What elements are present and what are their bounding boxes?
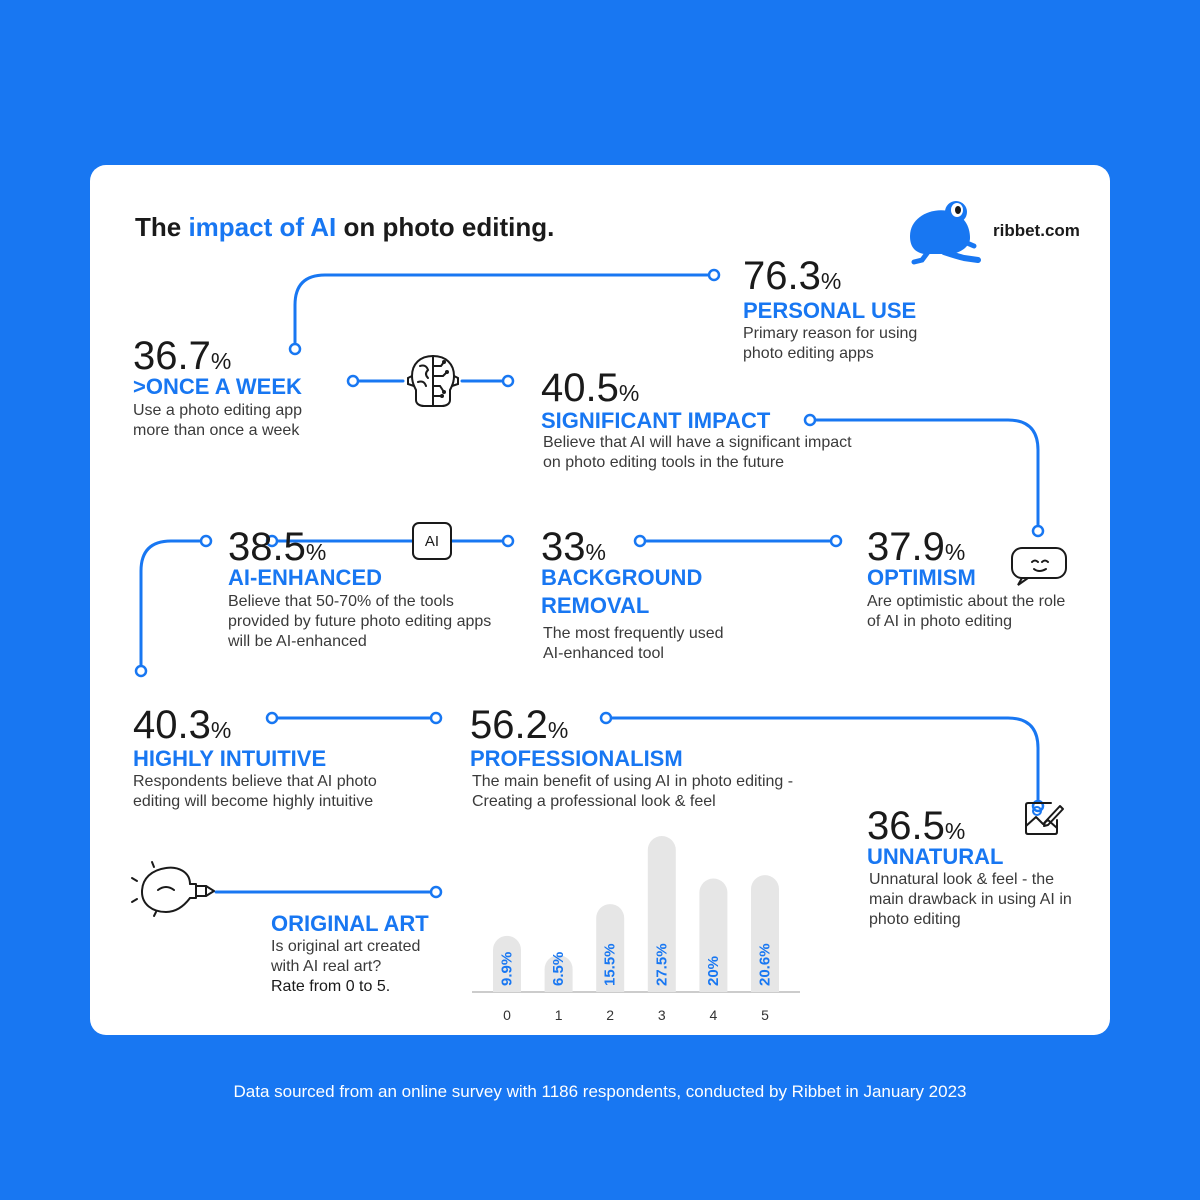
bar-2: [596, 904, 625, 992]
bar-3: [647, 836, 676, 992]
once-a-week-desc: Use a photo editing app more than once a…: [133, 402, 303, 439]
significant-impact-value: 40.5%: [541, 366, 640, 410]
x-tick-label: 2: [606, 1007, 614, 1023]
personal-use-label: PERSONAL USE: [743, 298, 917, 323]
professionalism-value: 56.2%: [470, 703, 569, 747]
robot-chat-icon: [1011, 547, 1067, 586]
professionalism-desc: The main benefit of using AI in photo ed…: [472, 773, 794, 810]
x-tick-label: 0: [503, 1007, 511, 1023]
x-tick-label: 5: [761, 1007, 769, 1023]
ai-enhanced-value: 38.5%: [228, 525, 327, 569]
optimism-value: 37.9%: [867, 525, 966, 569]
bar-value-label: 27.5%: [653, 943, 670, 986]
personal-use-desc: Primary reason for using photo editing a…: [743, 325, 918, 362]
bar-0: [493, 935, 521, 992]
bar-value-label: 6.5%: [550, 952, 567, 986]
optimism-label: OPTIMISM: [867, 565, 976, 590]
background-removal-value: 33%: [541, 525, 606, 569]
rating-bar-chart: 9.9% 0 6.5% 1 15.5% 2 27.5% 3 20% 4 20.6% 5: [472, 836, 800, 1023]
professionalism-label: PROFESSIONALISM: [470, 746, 683, 771]
once-a-week-label: >ONCE A WEEK: [133, 374, 302, 399]
bar-value-label: 20%: [705, 956, 722, 986]
optimism-desc: Are optimistic about the role of AI in p…: [867, 593, 1066, 630]
once-a-week-value: 36.7%: [133, 334, 232, 378]
significant-impact-desc: Believe that AI will have a significant …: [543, 434, 852, 471]
background-removal-desc: The most frequently used AI-enhanced too…: [543, 625, 724, 662]
lightbulb-pen-icon: [131, 861, 215, 917]
background-removal-label-line2: REMOVAL: [541, 593, 650, 618]
original-art-instruction: Rate from 0 to 5.: [271, 978, 391, 995]
bar-value-label: 15.5%: [602, 943, 619, 986]
background-removal-label-line1: BACKGROUND: [541, 565, 703, 590]
ai-enhanced-label: AI-ENHANCED: [228, 565, 382, 590]
unnatural-label: UNNATURAL: [867, 844, 1004, 869]
personal-use-value: 76.3%: [743, 254, 842, 298]
footer-source-note: Data sourced from an online survey with …: [233, 1082, 967, 1101]
unnatural-value: 36.5%: [867, 804, 966, 848]
image-edit-icon: [1025, 802, 1064, 835]
ai-enhanced-desc: Believe that 50-70% of the tools provide…: [228, 593, 492, 650]
x-tick-label: 4: [710, 1007, 718, 1023]
bar-value-label: 9.9%: [499, 952, 516, 986]
significant-impact-label: SIGNIFICANT IMPACT: [541, 408, 771, 433]
original-art-label: ORIGINAL ART: [271, 911, 429, 936]
brain-circuit-icon: [407, 355, 459, 407]
brand-name: ribbet.com: [993, 221, 1080, 240]
x-tick-label: 3: [658, 1007, 666, 1023]
x-tick-label: 1: [555, 1007, 563, 1023]
original-art-desc: Is original art created with AI real art…: [271, 938, 421, 975]
bar-value-label: 20.6%: [757, 943, 774, 986]
highly-intuitive-desc: Respondents believe that AI photo editin…: [133, 773, 377, 810]
highly-intuitive-value: 40.3%: [133, 703, 232, 747]
unnatural-desc: Unnatural look & feel - the main drawbac…: [869, 871, 1072, 928]
ai-chip-icon: AI: [412, 522, 452, 560]
page-title: The impact of AI on photo editing.: [135, 212, 555, 242]
highly-intuitive-label: HIGHLY INTUITIVE: [133, 746, 327, 771]
bar-1: [544, 955, 573, 992]
frog-logo-icon: [910, 201, 981, 265]
bar-5: [751, 875, 779, 992]
bar-4: [699, 878, 728, 992]
infographic-card: [90, 165, 1110, 1035]
